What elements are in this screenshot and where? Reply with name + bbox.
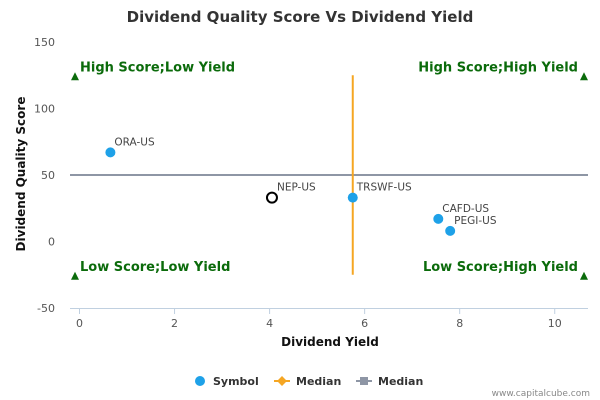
data-point-label: ORA-US [114, 136, 155, 148]
y-tick-label: 100 [34, 103, 55, 116]
quadrant-label-top-right: High Score;High Yield [418, 60, 578, 75]
quadrant-marker-top-left [71, 72, 79, 81]
quadrant-label-bottom-left: Low Score;Low Yield [80, 260, 230, 275]
chart-title: Dividend Quality Score Vs Dividend Yield [127, 8, 474, 26]
legend-median-vertical-label: Median [296, 375, 341, 388]
quadrant-marker-top-right [580, 72, 588, 81]
x-tick-label: 6 [361, 317, 368, 330]
legend-item-symbol[interactable]: Symbol [195, 375, 259, 388]
data-point [105, 147, 116, 158]
x-tick-label: 10 [548, 317, 562, 330]
quadrant-label-top-left: High Score;Low Yield [80, 60, 235, 75]
x-tick-label: 0 [76, 317, 83, 330]
legend-median-horizontal-marker [360, 377, 368, 385]
legend-symbol-label: Symbol [213, 375, 259, 388]
x-tick-label: 8 [456, 317, 463, 330]
legend-item-median-horizontal[interactable]: Median [356, 375, 423, 388]
data-point [445, 225, 456, 236]
data-point-label: CAFD-US [442, 203, 489, 215]
x-tick-label: 4 [266, 317, 273, 330]
y-tick-label: -50 [37, 302, 55, 315]
data-point [433, 213, 444, 224]
legend: Symbol Median Median [195, 375, 423, 388]
credit-text: www.capitalcube.com [492, 389, 590, 399]
legend-item-median-vertical[interactable]: Median [274, 375, 341, 388]
data-point-label: TRSWF-US [356, 182, 412, 194]
quadrant-marker-bottom-right [580, 271, 588, 280]
quadrant-marker-bottom-left [71, 271, 79, 280]
data-point-label: PEGI-US [454, 215, 497, 227]
y-tick-label: 0 [48, 236, 55, 249]
quadrant-label-bottom-right: Low Score;High Yield [423, 260, 578, 275]
y-tick-label: 150 [34, 36, 55, 49]
highlight-point [265, 191, 278, 204]
y-axis-title: Dividend Quality Score [14, 97, 28, 252]
x-tick-label: 2 [171, 317, 178, 330]
plot-area: 0 2 4 6 8 10 -50 0 50 100 150 High Score;Low Yield H… [34, 36, 588, 330]
x-axis-title: Dividend Yield [281, 335, 379, 349]
legend-median-vertical-marker [277, 376, 287, 386]
highlight-point-label: NEP-US [277, 182, 316, 194]
legend-median-horizontal-label: Median [378, 375, 423, 388]
legend-symbol-marker [195, 376, 205, 386]
y-tick-label: 50 [41, 169, 55, 182]
data-point [347, 192, 358, 203]
